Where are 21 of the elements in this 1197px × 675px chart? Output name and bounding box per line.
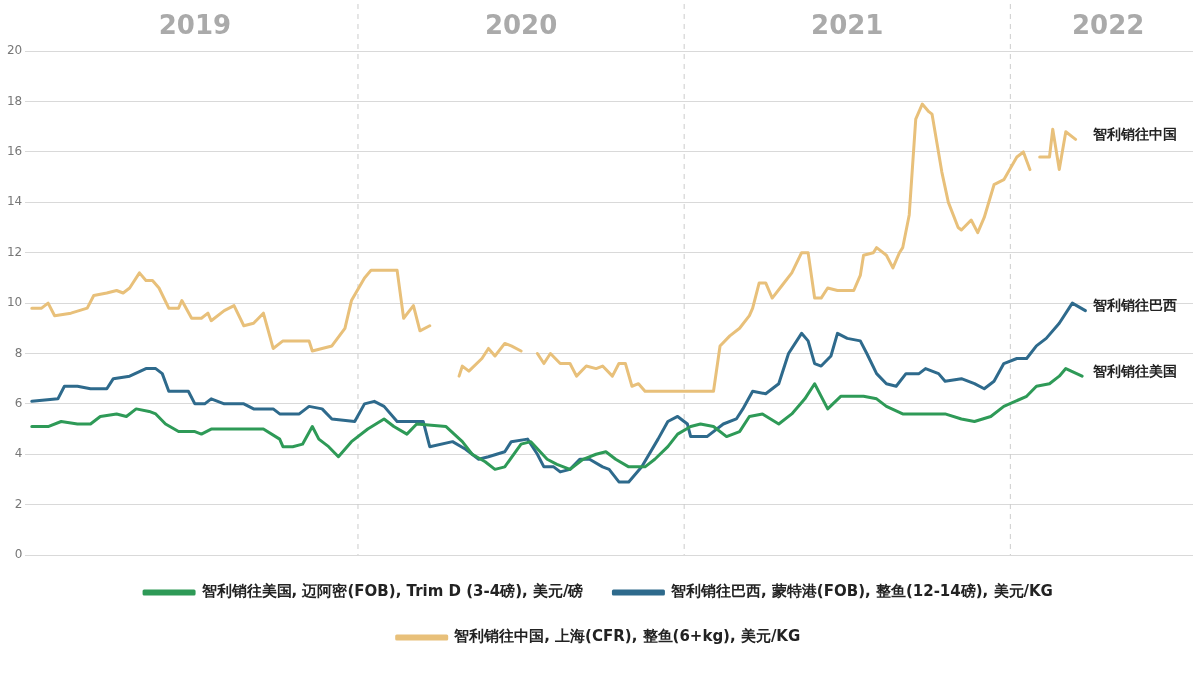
x-tick-label: 2022 — [1072, 10, 1145, 41]
y-tick-label: 18 — [6, 93, 23, 108]
y-tick-label: 20 — [6, 43, 23, 58]
y-tick-label: 2 — [14, 496, 23, 511]
y-tick-label: 8 — [14, 345, 23, 360]
annotation: 智利销往中国 — [1092, 126, 1178, 143]
legend-label: 智利销往美国, 迈阿密(FOB), Trim D (3-4磅), 美元/磅 — [200, 582, 584, 601]
x-tick-label: 2019 — [158, 10, 232, 41]
annotation: 智利销往美国 — [1092, 362, 1178, 379]
y-tick-label: 12 — [6, 244, 23, 259]
y-tick-label: 16 — [6, 144, 23, 159]
legend-label: 智利销往中国, 上海(CFR), 整鱼(6+kg), 美元/KG — [453, 627, 801, 646]
y-tick-label: 10 — [6, 295, 23, 310]
y-tick-label: 4 — [14, 446, 23, 461]
y-tick-label: 6 — [14, 395, 23, 410]
x-tick-label: 2020 — [484, 10, 558, 41]
y-tick-label: 0 — [14, 547, 23, 562]
annotation: 智利销往巴西 — [1092, 297, 1178, 314]
x-tick-label: 2021 — [811, 10, 884, 41]
y-tick-label: 14 — [6, 194, 23, 209]
legend-label: 智利销往巴西, 蒙特港(FOB), 整鱼(12-14磅), 美元/KG — [669, 582, 1053, 601]
